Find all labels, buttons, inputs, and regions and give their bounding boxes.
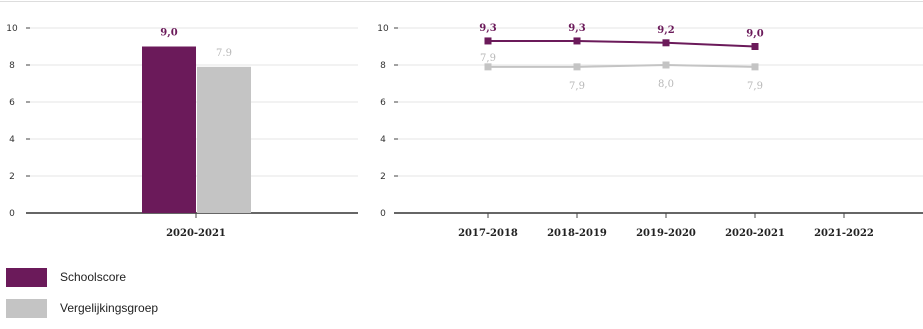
bar-data-label: 9,0: [160, 28, 177, 39]
line-data-label: 9,0: [746, 29, 763, 40]
bar-vergelijkingsgroep: [197, 66, 251, 213]
y-tick-label: 10: [6, 24, 18, 34]
line-data-label: 9,2: [657, 25, 674, 36]
point-vergelijkingsgroep: [573, 63, 581, 71]
line-vergelijkingsgroep: [488, 63, 756, 68]
bar-chart-panel: 0 2 4 6 8 10 9,0 7.9 2020-2021: [6, 24, 358, 239]
chart-canvas: 0 2 4 6 8 10 9,0 7.9 2020-2021 0 2 4 6 8 10 2017-2018 2…: [0, 1, 923, 239]
y-tick-label: 4: [380, 135, 386, 145]
line-data-label: 7,9: [480, 53, 496, 64]
x-tick-label: 2017-2018: [458, 228, 518, 239]
legend-swatch-schoolscore: [6, 267, 47, 287]
legend: Schoolscore Vergelijkingsgroep: [6, 267, 158, 329]
legend-label-vergelijkingsgroep: Vergelijkingsgroep: [60, 301, 159, 315]
x-tick-label: 2019-2020: [636, 228, 696, 239]
line-data-label: 7,9: [747, 81, 763, 92]
bar-schoolscore: [142, 46, 196, 213]
line-data-label: 7,9: [569, 81, 585, 92]
x-tick-label: 2021-2022: [814, 228, 874, 239]
x-tick-label: 2020-2021: [725, 228, 785, 239]
point-schoolscore: [484, 37, 492, 45]
x-tick-label: 2018-2019: [547, 228, 607, 239]
y-tick-label: 6: [9, 98, 15, 108]
line-data-label: 8,0: [658, 79, 674, 90]
legend-item-vergelijkingsgroep: Vergelijkingsgroep: [6, 298, 158, 318]
legend-swatch-vergelijkingsgroep: [6, 298, 47, 318]
y-tick-label: 6: [380, 98, 386, 108]
line-data-label: 9,3: [479, 23, 496, 34]
line-schoolscore: [488, 39, 756, 48]
y-tick-label: 0: [380, 209, 386, 219]
y-tick-label: 0: [9, 209, 15, 219]
point-vergelijkingsgroep: [662, 61, 670, 69]
point-vergelijkingsgroep: [484, 63, 492, 71]
point-schoolscore: [751, 43, 759, 50]
bar-data-label: 7.9: [216, 48, 232, 59]
y-tick-label: 10: [377, 24, 389, 34]
y-tick-label: 2: [380, 172, 386, 182]
line-chart-panel: 0 2 4 6 8 10 2017-2018 2018-2019 2019-2020 2020-2…: [377, 23, 923, 239]
point-schoolscore: [573, 37, 581, 45]
y-tick-label: 8: [380, 61, 386, 71]
line-data-label: 9,3: [568, 23, 585, 34]
x-tick-label: 2020-2021: [166, 228, 226, 239]
legend-item-schoolscore: Schoolscore: [6, 267, 158, 287]
y-tick-label: 8: [9, 61, 15, 71]
y-tick-label: 4: [9, 135, 15, 145]
y-tick-label: 2: [9, 172, 15, 182]
point-schoolscore: [662, 39, 670, 47]
legend-label-schoolscore: Schoolscore: [60, 270, 127, 284]
point-vergelijkingsgroep: [751, 63, 759, 71]
